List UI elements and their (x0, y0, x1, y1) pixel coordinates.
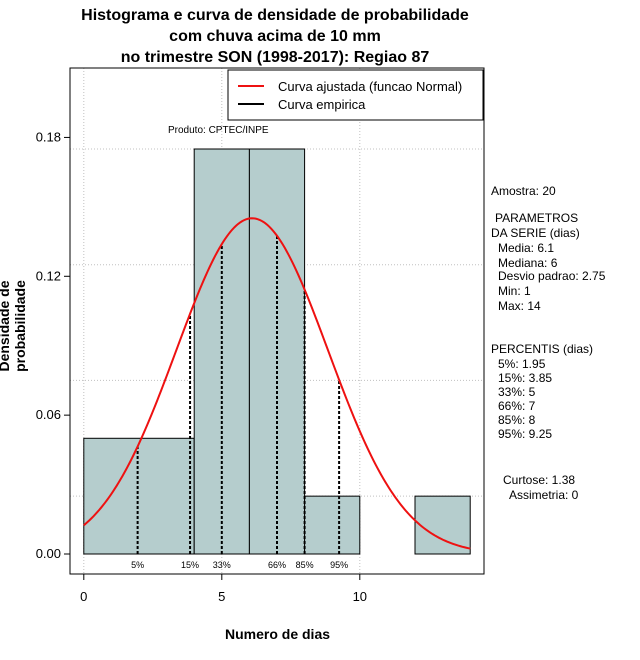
histogram-bar-0 (83, 437, 195, 555)
param-mediana: Mediana: 6 (498, 256, 558, 270)
percentile-label-95: 95% (330, 560, 348, 570)
assimetria-value: Assimetria: 0 (509, 488, 579, 502)
param-min: Min: 1 (498, 284, 531, 298)
params-title-1: PARAMETROS (495, 211, 579, 225)
plot-frame (69, 67, 485, 575)
histogram-bar-3 (304, 495, 361, 555)
y-axis-label: Densidade de probabilidade (0, 280, 28, 372)
percentil-33: 33%: 5 (498, 385, 536, 399)
credit-text: Produto: CPTEC/INPE (168, 125, 269, 136)
chart-title-line-3: no trimestre SON (1998-2017): Regiao 87 (120, 49, 430, 66)
x-tick-label-0: 0 (80, 589, 87, 604)
legend-label-1: Curva empirica (278, 97, 366, 112)
percentile-label-5: 5% (131, 560, 144, 570)
percentile-label-85: 85% (296, 560, 314, 570)
legend-label-0: Curva ajustada (funcao Normal) (278, 79, 462, 94)
param-desvio: Desvio padrao: 2.75 (498, 269, 606, 283)
y-tick-label-3: 0.18 (36, 129, 61, 144)
y-tick-label-2: 0.12 (36, 268, 61, 283)
percentile-label-15: 15% (181, 560, 199, 570)
legend-box (227, 69, 484, 121)
x-axis-label: Numero de dias (224, 626, 331, 642)
histogram-bar-5 (414, 495, 471, 555)
chart-title-line-1: Histograma e curva de densidade de proba… (81, 7, 469, 24)
param-max: Max: 14 (498, 299, 541, 313)
percentil-66: 66%: 7 (498, 399, 536, 413)
params-title-2: DA SERIE (dias) (491, 226, 580, 240)
curtose-value: Curtose: 1.38 (503, 473, 576, 487)
x-tick-label-1: 5 (218, 589, 225, 604)
chart-title-line-2: com chuva acima de 10 mm (169, 28, 381, 45)
percentil-95: 95%: 9.25 (498, 427, 553, 441)
normal-fit-curve (83, 217, 471, 550)
percentil-85: 85%: 8 (498, 413, 536, 427)
x-tick-label-2: 10 (353, 589, 367, 604)
percentil-5: 5%: 1.95 (498, 357, 546, 371)
sample-size: Amostra: 20 (491, 184, 556, 198)
param-media: Media: 6.1 (498, 241, 555, 255)
percentile-label-66: 66% (268, 560, 286, 570)
y-tick-label-1: 0.06 (36, 407, 61, 422)
y-tick-label-0: 0.00 (36, 546, 61, 561)
percentil-15: 15%: 3.85 (498, 371, 553, 385)
percentile-label-33: 33% (213, 560, 231, 570)
percentis-title: PERCENTIS (dias) (491, 342, 594, 356)
